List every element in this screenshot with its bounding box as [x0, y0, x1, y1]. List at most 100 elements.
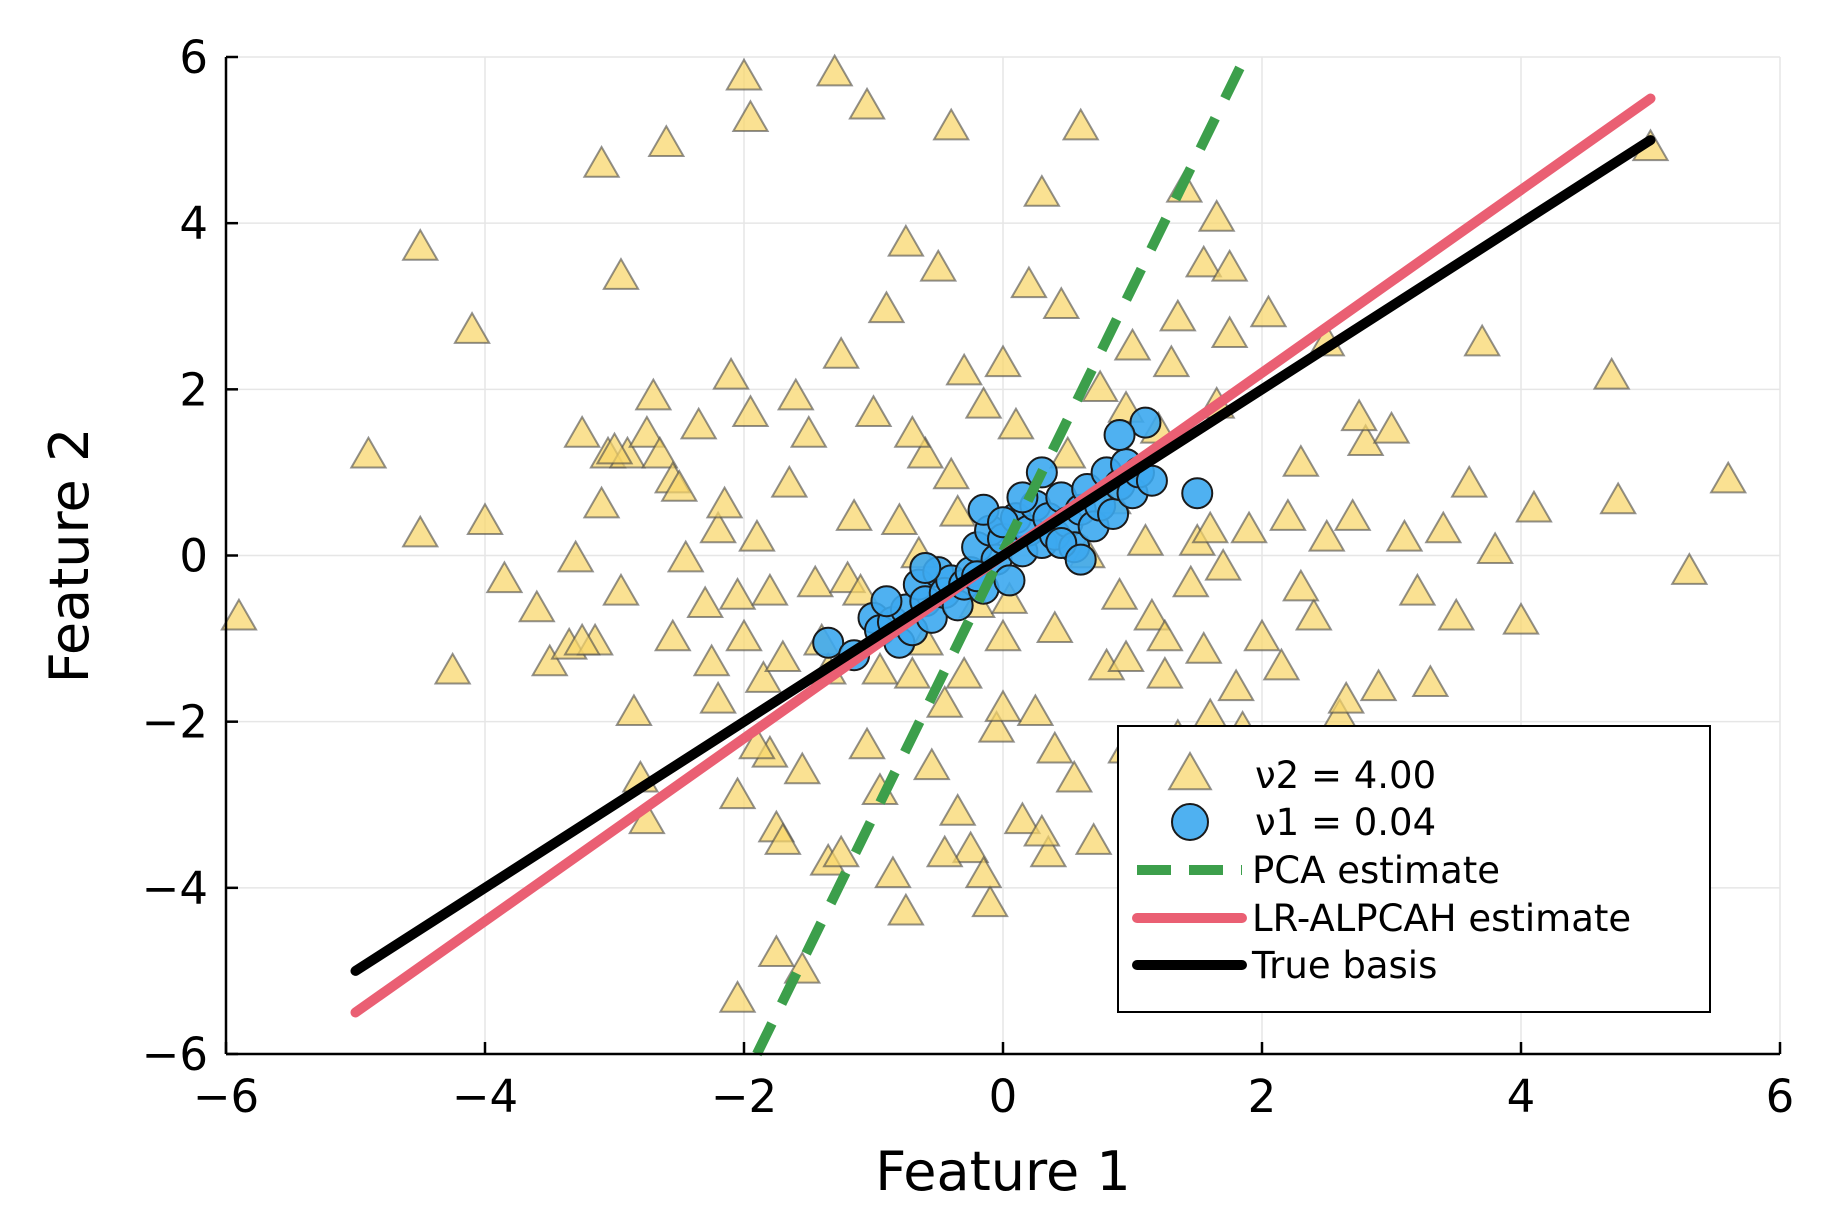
y-tick-label: 6 [179, 31, 208, 84]
triangle-point [1035, 610, 1074, 643]
triangle-point [1100, 577, 1139, 610]
circle-point [993, 564, 1026, 597]
triangle-point [977, 709, 1016, 743]
triangle-point [932, 456, 971, 490]
triangle-point [1204, 547, 1242, 581]
triangle-point [1055, 759, 1094, 793]
triangle-point [731, 394, 770, 427]
triangle-point [1269, 498, 1307, 531]
circle-point [870, 585, 903, 618]
triangle-point [738, 518, 776, 552]
circle-point [909, 551, 942, 584]
triangle-point [1249, 294, 1288, 328]
triangle-point [764, 822, 802, 855]
triangle-point [1424, 510, 1463, 544]
triangle-point [925, 834, 964, 868]
triangle-point [1262, 647, 1301, 681]
triangle-point [1191, 510, 1230, 544]
triangle-point [1346, 423, 1385, 457]
triangle-point [1081, 369, 1119, 403]
triangle-point [1035, 730, 1074, 764]
triangle-point [1230, 510, 1268, 544]
triangle-point [712, 356, 750, 390]
tick-labels: −6 −4 −2 0 2 4 6 −6 −4 −2 0 2 4 6 [142, 31, 1795, 1123]
triangle-point [220, 597, 258, 631]
triangle-point [582, 145, 621, 178]
triangle-point [634, 377, 673, 411]
triangle-point [640, 435, 679, 469]
triangle-point [563, 622, 601, 656]
triangle-point [751, 572, 789, 606]
triangle-point [563, 415, 601, 448]
triangle-point [699, 680, 737, 714]
triangle-point [757, 934, 796, 967]
triangle-point [1411, 664, 1450, 697]
triangle-point [1016, 693, 1055, 727]
triangle-point [1210, 248, 1249, 282]
triangle-point [517, 589, 556, 623]
legend-swatch-triangle [1167, 750, 1213, 791]
triangle-point [822, 336, 860, 369]
triangle-point [1592, 356, 1631, 390]
triangle-point [1502, 601, 1540, 635]
triangle-point [401, 514, 440, 548]
triangle-point [1126, 523, 1165, 556]
triangle-point [705, 485, 744, 519]
triangle-point [984, 689, 1022, 722]
triangle-point [1243, 618, 1281, 652]
triangle-point [1146, 618, 1184, 652]
y-tick-label: 0 [179, 530, 208, 583]
legend-label: ν2 = 4.00 [1255, 754, 1436, 797]
triangle-point [893, 415, 932, 448]
circle-point [1129, 406, 1162, 439]
y-tick-label: 4 [179, 197, 208, 250]
triangle-point [841, 572, 880, 606]
triangle-point [725, 618, 763, 652]
triangle-point [744, 660, 783, 693]
series-lines [350, 54, 1656, 1057]
triangle-point [912, 747, 951, 781]
triangle-point [401, 228, 440, 261]
triangle-point [1476, 531, 1514, 565]
triangle-point [1709, 460, 1748, 494]
triangle-point [1437, 597, 1476, 631]
y-tick-label: −6 [142, 1028, 208, 1081]
triangle-point [887, 892, 925, 926]
y-tick-label: −2 [142, 696, 208, 749]
circle-point [812, 626, 845, 659]
triangle-point [653, 618, 692, 652]
triangle-point [848, 86, 886, 120]
triangle-point [932, 107, 971, 141]
triangle-point [1003, 801, 1042, 835]
x-tick-label: −2 [711, 1070, 777, 1123]
legend-label: True basis [1251, 944, 1437, 987]
triangle-point [1113, 327, 1152, 361]
triangle-point [595, 431, 634, 465]
triangle-point [686, 585, 724, 619]
triangle-point [938, 793, 977, 826]
triangle-point [1171, 564, 1210, 598]
triangle-point [848, 726, 886, 760]
circle-point [1181, 477, 1214, 510]
triangle-point [647, 124, 686, 157]
triangle-point [1515, 489, 1553, 523]
triangle-point [990, 581, 1029, 614]
triangle-point [485, 560, 524, 594]
triangle-point [718, 577, 757, 610]
triangle-point [822, 834, 860, 868]
triangle-point [718, 979, 757, 1013]
triangle-point [1061, 107, 1100, 141]
triangle-point [1372, 410, 1411, 444]
triangle-point [906, 435, 945, 469]
triangle-point [582, 485, 621, 519]
triangle-point [692, 643, 731, 677]
triangle-point [938, 493, 977, 527]
x-tick-label: −6 [193, 1070, 259, 1123]
triangle-point [1307, 518, 1346, 552]
triangle-point [835, 498, 873, 531]
triangle-point [964, 385, 1003, 419]
triangle-point [783, 751, 822, 785]
triangle-point [764, 639, 802, 673]
